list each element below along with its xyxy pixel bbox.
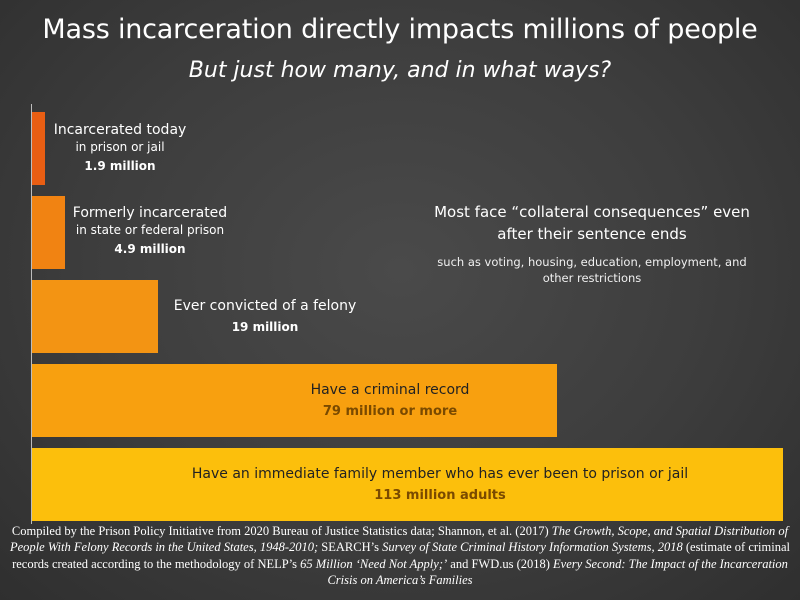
bar-category-label: Have a criminal record bbox=[310, 382, 470, 398]
y-axis-line bbox=[31, 104, 32, 524]
bar-1 bbox=[32, 112, 45, 185]
source-part-2: SEARCH’s bbox=[318, 540, 383, 555]
bar-value-label: 19 million bbox=[231, 319, 299, 334]
bar-label-1: Incarcerated today in prison or jail 1.9 m… bbox=[40, 122, 200, 174]
bar-3 bbox=[32, 280, 159, 353]
source-title-3: 65 Million ‘Need Not Apply;’ bbox=[300, 556, 448, 571]
collateral-consequences-annotation: Most face “collateral consequences” even… bbox=[432, 202, 752, 287]
bar-5 bbox=[32, 448, 784, 521]
source-title-2: Survey of State Criminal History Informa… bbox=[382, 540, 683, 555]
bar-sublabel: in state or federal prison bbox=[75, 222, 225, 237]
bar-category-label: Formerly incarcerated bbox=[72, 205, 228, 221]
bar-value-label: 79 million or more bbox=[322, 403, 458, 419]
source-title-4: Every Second: The Impact of the Incarcer… bbox=[327, 556, 788, 587]
bar-value-label: 113 million adults bbox=[374, 487, 506, 503]
annotation-main: Most face “collateral consequences” even… bbox=[434, 203, 750, 243]
source-citation: Compiled by the Prison Policy Initiative… bbox=[10, 523, 790, 588]
source-part-3: (estimate of criminal records created ac… bbox=[12, 540, 790, 571]
chart-subtitle: But just how many, and in what ways? bbox=[188, 58, 612, 83]
bar-label-4: Have a criminal record 79 million or more bbox=[290, 382, 490, 420]
bar-label-3: Ever convicted of a felony 19 million bbox=[150, 298, 380, 335]
bar-4 bbox=[32, 364, 558, 437]
source-title-1: The Growth, Scope, and Spatial Distribut… bbox=[10, 524, 789, 555]
bar-label-2: Formerly incarcerated in state or federal… bbox=[50, 205, 250, 257]
bar-value-label: 1.9 million bbox=[84, 158, 156, 173]
source-part-4: and FWD.us (2018) bbox=[447, 556, 554, 571]
annotation-sub: such as voting, housing, education, empl… bbox=[437, 254, 747, 286]
bar-sublabel: in prison or jail bbox=[75, 139, 165, 154]
source-part-1: Compiled by the Prison Policy Initiative… bbox=[11, 524, 552, 538]
chart-title: Mass incarceration directly impacts mill… bbox=[42, 14, 758, 45]
bar-label-5: Have an immediate family member who has … bbox=[180, 466, 700, 504]
bar-value-label: 4.9 million bbox=[114, 241, 186, 256]
bar-category-label: Ever convicted of a felony bbox=[173, 298, 357, 314]
bar-category-label: Incarcerated today bbox=[53, 122, 187, 138]
bar-2 bbox=[32, 196, 65, 269]
bar-category-label: Have an immediate family member who has … bbox=[191, 466, 689, 482]
